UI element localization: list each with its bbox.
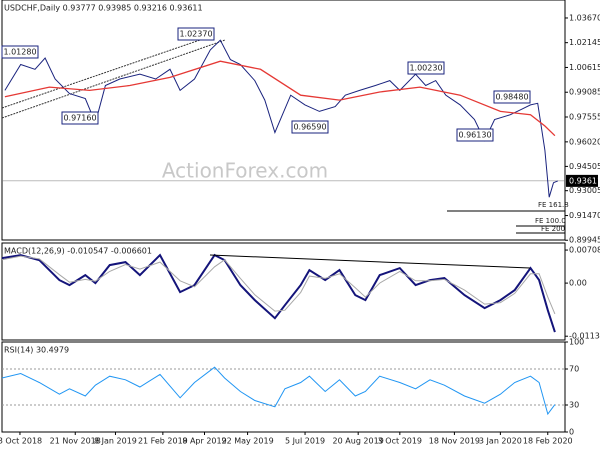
annotation-box xyxy=(177,27,215,41)
y-tick-label: 0.94505 xyxy=(569,162,600,171)
series-line xyxy=(1,255,556,315)
watermark: ActionForex.com xyxy=(162,159,328,183)
annotation-box xyxy=(291,120,329,134)
annotation: 1.01280 xyxy=(3,48,36,57)
panel-title: USDCHF,Daily 0.93777 0.93985 0.93216 0.9… xyxy=(4,4,203,13)
y-tick-label: 1.00615 xyxy=(569,63,600,72)
series-line xyxy=(4,39,558,198)
y-tick-label: 0.91470 xyxy=(569,211,600,220)
trend-line xyxy=(1,39,201,109)
series-line xyxy=(1,253,556,333)
panel-title: RSI(14) 30.4979 xyxy=(4,346,69,355)
y-tick-label: 0.93005 xyxy=(569,186,600,195)
annotation: 1.00230 xyxy=(409,64,442,73)
x-tick-label: 21 Nov 2018 xyxy=(50,437,101,446)
y-tick-label: 0.007086 xyxy=(569,246,600,255)
y-tick-label: 0.99085 xyxy=(569,88,600,97)
last-price-box xyxy=(566,174,598,187)
x-tick-label: 22 May 2019 xyxy=(222,437,274,446)
y-tick-label: 0.96020 xyxy=(569,137,600,146)
x-tick-label: 8 Oct 2018 xyxy=(0,437,42,446)
y-tick-label: 1.03670 xyxy=(569,13,600,22)
panel-title: MACD(12,26,9) -0.010547 -0.006601 xyxy=(4,247,152,256)
y-tick-label: 1.02145 xyxy=(569,38,600,47)
fe-label: FE 200 xyxy=(541,225,565,233)
panel-frame xyxy=(1,242,566,341)
annotation-box xyxy=(61,111,99,125)
y-tick-label: 70 xyxy=(569,365,579,374)
x-tick-label: 18 Feb 2020 xyxy=(523,437,573,446)
annotation-box xyxy=(407,61,445,75)
x-tick-label: 8 Apr 2019 xyxy=(182,437,226,446)
y-tick-label: 0.97555 xyxy=(569,113,600,122)
fe-label: FE 161.8 xyxy=(538,201,569,209)
panel-frame xyxy=(1,341,566,433)
panel-frame xyxy=(1,0,566,241)
annotation-box xyxy=(493,90,531,104)
divergence-line xyxy=(209,254,531,269)
x-tick-label: 18 Nov 2019 xyxy=(429,437,480,446)
y-tick-label: 100 xyxy=(569,338,584,347)
annotation-box xyxy=(1,45,39,59)
y-tick-label: 30 xyxy=(569,401,579,410)
y-tick-label: 0 xyxy=(569,428,574,437)
x-tick-label: 5 Jul 2019 xyxy=(285,437,325,446)
series-line xyxy=(4,60,556,137)
annotation-box xyxy=(456,128,494,142)
y-tick-label: -0.011386 xyxy=(569,332,600,341)
annotation: 0.96130 xyxy=(458,131,491,140)
annotation: 0.98480 xyxy=(495,93,528,102)
x-tick-label: 8 Jan 2019 xyxy=(94,437,137,446)
x-tick-label: 3 Oct 2019 xyxy=(378,437,422,446)
annotation: 0.96590 xyxy=(293,123,326,132)
fe-label: FE 100.0 xyxy=(535,217,566,225)
series-line xyxy=(1,366,556,416)
x-tick-label: 20 Aug 2019 xyxy=(333,437,384,446)
x-tick-label: 21 Feb 2019 xyxy=(138,437,188,446)
y-tick-label: 0.89945 xyxy=(569,236,600,245)
annotation: 0.97160 xyxy=(63,114,96,123)
last-price-label: 0.93611 xyxy=(569,176,600,185)
trend-line xyxy=(1,39,226,119)
x-tick-label: 3 Jan 2020 xyxy=(479,437,522,446)
annotation: 1.02370 xyxy=(179,30,212,39)
y-tick-label: 0.00 xyxy=(569,279,587,288)
